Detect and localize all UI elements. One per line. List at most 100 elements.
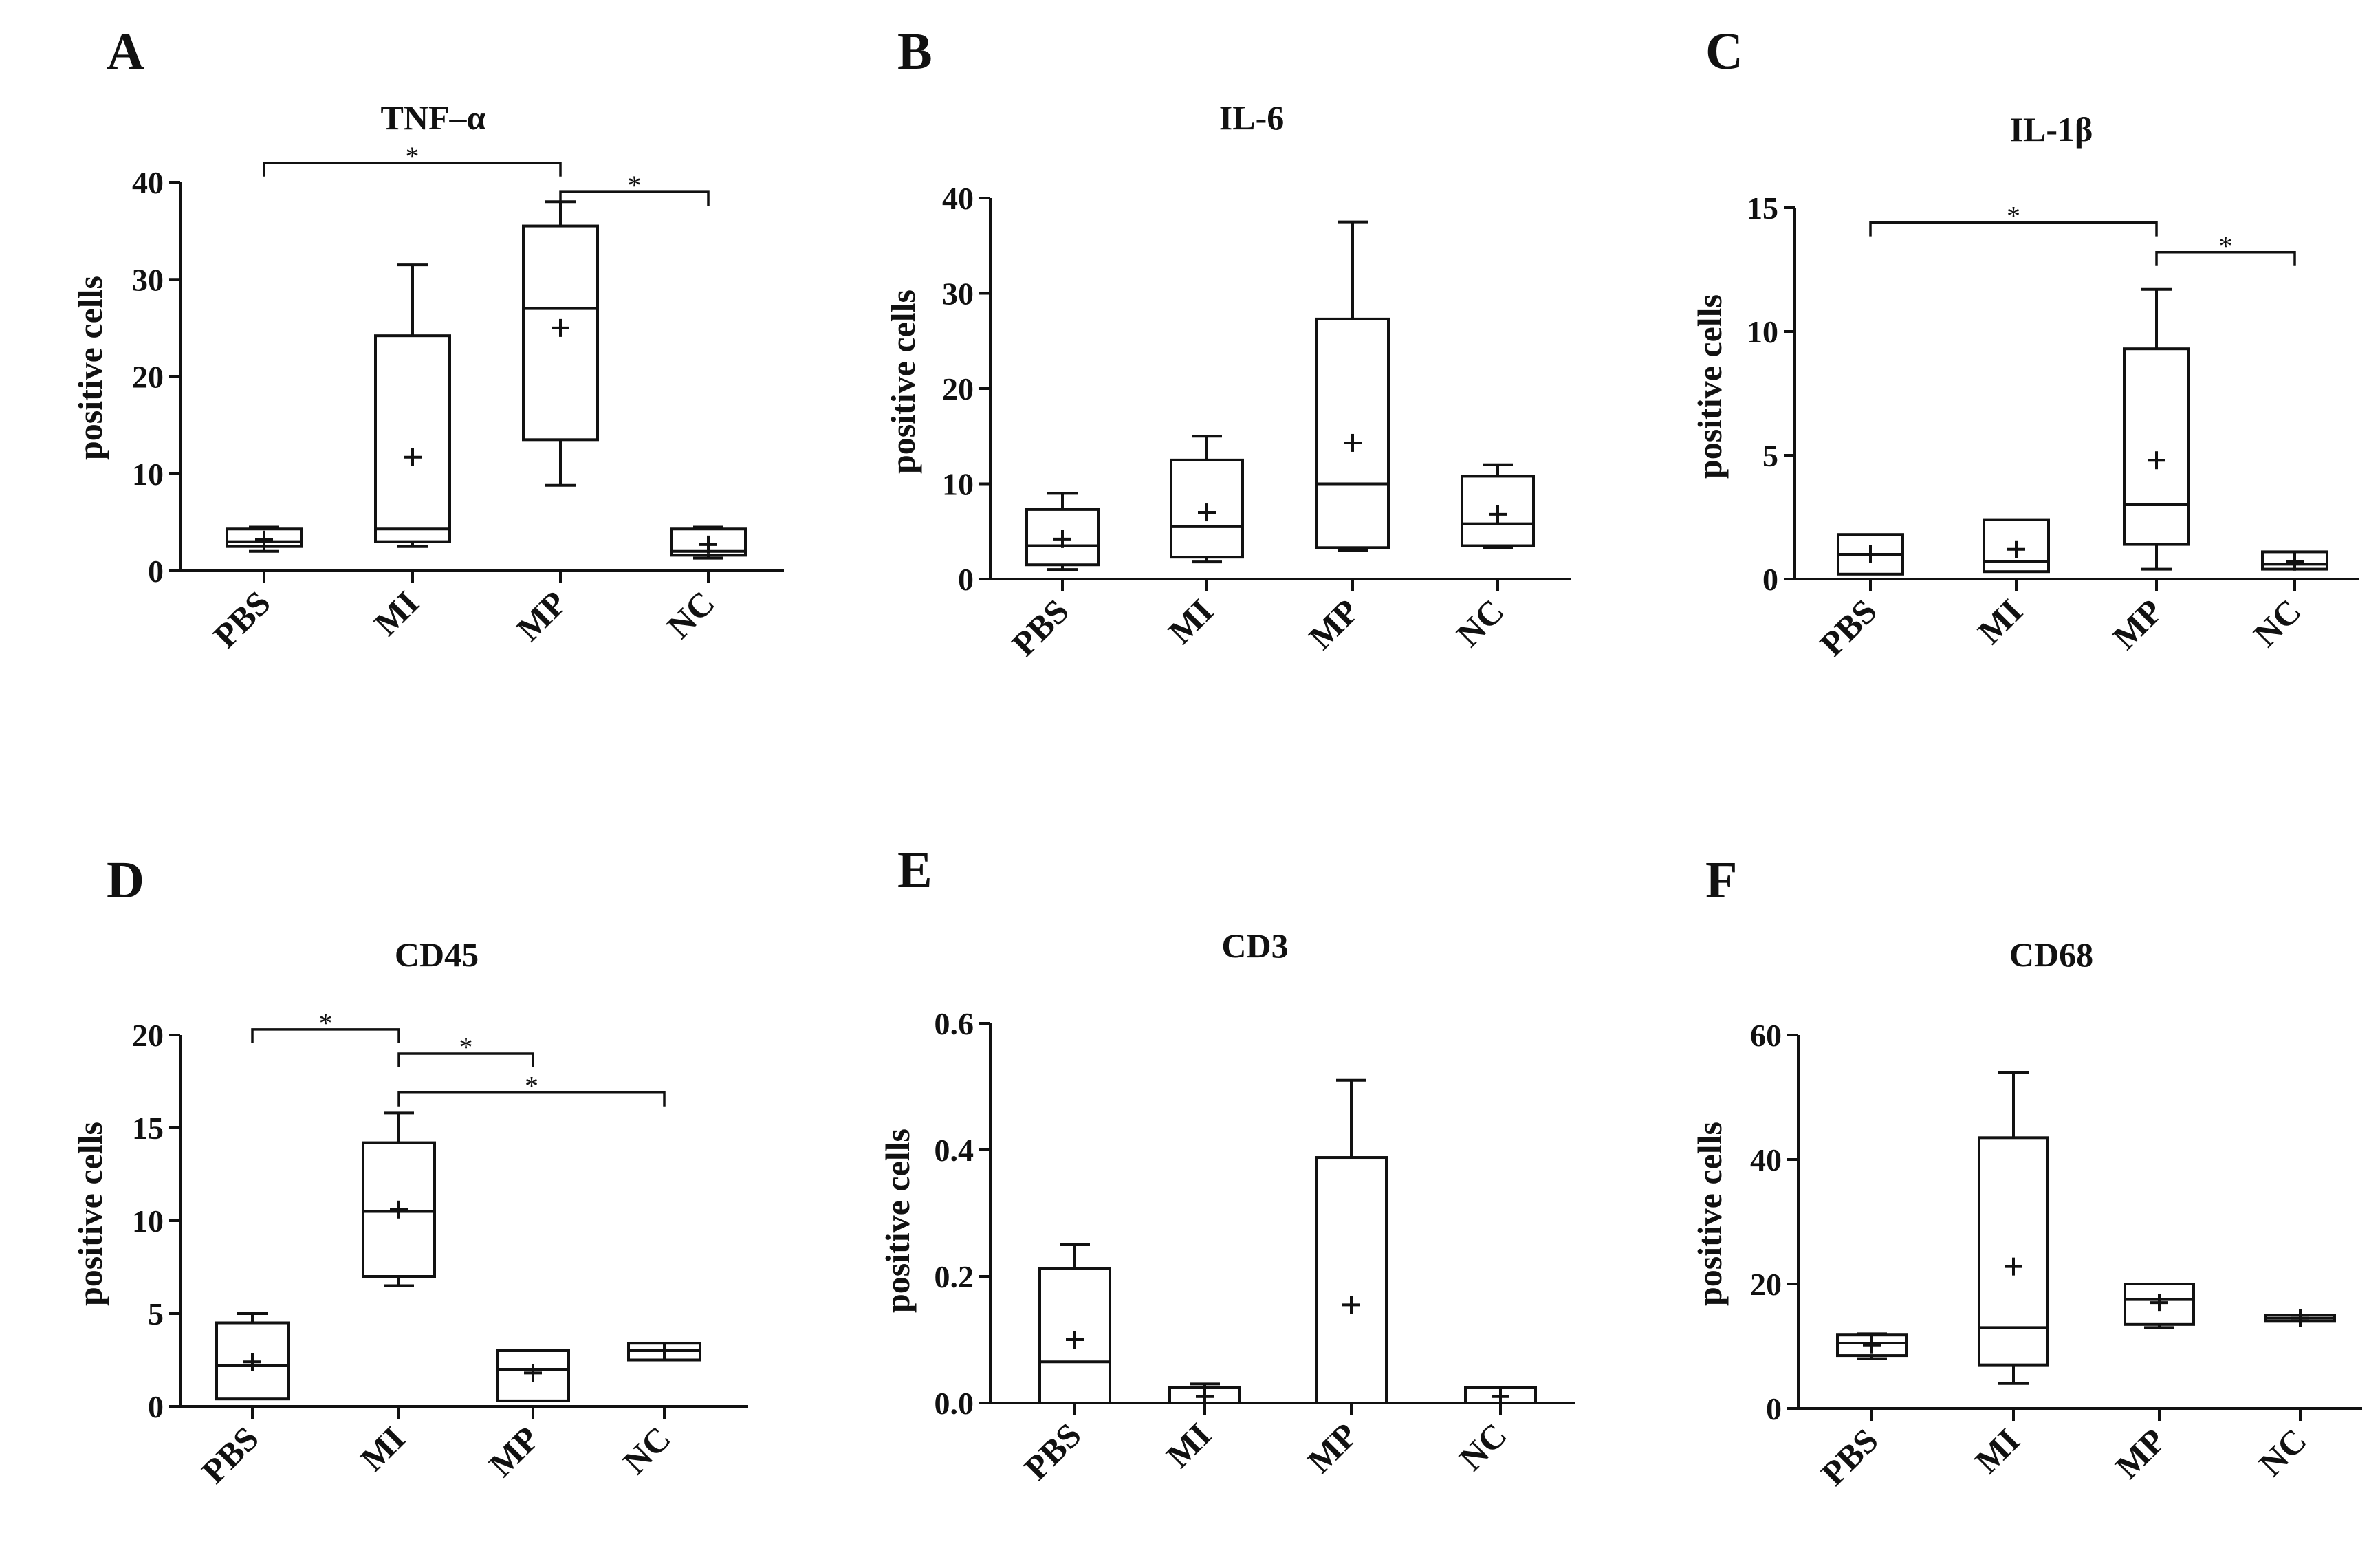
y-tick-label: 10 [1747, 314, 1778, 349]
box-plot-mi [1170, 435, 1244, 564]
bracket-line [397, 1052, 534, 1067]
panel-letter: E [897, 841, 932, 899]
y-tick-label: 40 [942, 181, 974, 216]
box-iqr [1025, 508, 1100, 567]
significance-star: * [628, 170, 642, 201]
y-tick-label: 30 [132, 262, 164, 297]
x-tick-label: MI [1967, 1421, 2027, 1481]
chart-panel-d: D CD45 positive cells 0 5 10 15 20 PBS MI MP NC * * * [71, 851, 748, 1491]
y-tick-label: 30 [942, 276, 974, 312]
box-plot-pbs [215, 1312, 290, 1401]
significance-bracket: * [263, 141, 562, 177]
box-plot-pbs [1025, 492, 1100, 571]
x-tick-label: PBS [1016, 1415, 1088, 1487]
y-tick-label: 20 [1750, 1267, 1782, 1302]
box-iqr [374, 334, 451, 543]
x-tick-label: PBS [206, 583, 277, 655]
chart-panel-b: B IL-6 positive cells 0 10 20 30 40 PBS MI MP NC [884, 23, 1571, 664]
box-plot-mp [2123, 287, 2190, 571]
y-tick-label: 0.2 [935, 1259, 974, 1294]
bracket-line [2155, 251, 2296, 266]
y-tick-label: 0 [148, 554, 164, 589]
x-tick-label: PBS [1813, 1421, 1885, 1492]
panel-letter: A [107, 23, 144, 80]
box-plot-mi [1168, 1382, 1241, 1406]
chart-title: CD68 [2009, 935, 2093, 974]
y-tick-label: 40 [1750, 1142, 1782, 1177]
panel-letter: C [1705, 23, 1743, 80]
panel-letter: D [107, 851, 144, 909]
y-tick-label: 0.6 [935, 1006, 974, 1041]
y-tick-label: 5 [148, 1296, 164, 1331]
box-plot-nc [2261, 550, 2328, 571]
box-plot-pbs [1837, 533, 1904, 576]
y-axis-label: positive cells [1690, 294, 1729, 479]
x-tick-label: MI [367, 583, 426, 643]
box-iqr [1315, 317, 1390, 549]
box-iqr [1315, 1156, 1388, 1405]
x-tick-label: PBS [1812, 591, 1884, 663]
y-tick-label: 20 [132, 1018, 164, 1053]
significance-bracket: * [559, 170, 710, 206]
y-tick-label: 0.4 [935, 1133, 974, 1168]
y-tick-label: 15 [132, 1111, 164, 1146]
x-tick-label: NC [659, 583, 722, 646]
x-tick-label: MP [1300, 1415, 1365, 1481]
x-tick-label: MI [1970, 591, 2030, 651]
significance-star: * [525, 1071, 538, 1102]
chart-panel-c: C IL-1β positive cells 0 5 10 15 PBS MI MP NC * * [1690, 23, 2359, 664]
box-plot-mp [496, 1349, 570, 1402]
significance-star: * [459, 1032, 473, 1063]
chart-panel-a: A TNF–α positive cells 0 10 20 30 40 PBS MI MP NC * * [71, 23, 784, 655]
chart-title: TNF–α [381, 98, 486, 137]
box-plot-mi [1978, 1071, 2049, 1385]
x-tick-label: NC [2251, 1421, 2314, 1483]
significance-star: * [2219, 230, 2233, 261]
y-axis-label: positive cells [884, 290, 922, 474]
box-plot-nc [1464, 1386, 1537, 1406]
x-tick-label: PBS [1004, 591, 1076, 663]
box-plot-mi [1983, 518, 2050, 574]
x-tick-label: PBS [194, 1419, 265, 1490]
box-plot-mp [1315, 1078, 1388, 1405]
y-tick-label: 20 [942, 371, 974, 406]
chart-panel-f: F CD68 positive cells 0 20 40 60 PBS MI MP NC [1690, 851, 2362, 1493]
x-tick-label: MI [1161, 591, 1221, 651]
y-tick-label: 0.0 [935, 1386, 974, 1421]
x-tick-label: MP [2108, 1421, 2173, 1486]
box-plot-pbs [1836, 1332, 1908, 1360]
y-tick-label: 5 [1762, 438, 1778, 473]
significance-bracket: * [251, 1008, 400, 1043]
y-tick-label: 0 [148, 1389, 164, 1424]
chart-title: IL-1β [2010, 110, 2093, 149]
y-tick-label: 10 [132, 457, 164, 492]
box-plot-mp [522, 200, 599, 487]
box-plot-mp [1315, 220, 1390, 552]
x-tick-label: MP [1301, 591, 1366, 657]
box-plot-pbs [1038, 1243, 1111, 1405]
panel-letter: F [1705, 851, 1737, 909]
bracket-line [1869, 221, 2158, 237]
x-tick-label: NC [615, 1419, 678, 1481]
panel-letter: B [897, 23, 932, 80]
significance-bracket: * [1869, 201, 2158, 237]
chart-title: CD3 [1221, 926, 1288, 965]
y-tick-label: 15 [1747, 190, 1778, 226]
y-tick-label: 0 [958, 562, 974, 597]
y-axis-label: positive cells [71, 1122, 109, 1306]
x-tick-label: MI [1159, 1415, 1219, 1475]
box-plot-nc [1461, 463, 1535, 549]
box-plot-mi [374, 263, 451, 548]
box-iqr [2123, 347, 2190, 546]
significance-bracket: * [2155, 230, 2296, 266]
significance-star: * [406, 141, 419, 172]
y-tick-label: 0 [1766, 1391, 1782, 1426]
box-iqr [1978, 1136, 2049, 1367]
x-tick-label: MP [509, 583, 574, 649]
box-plot-nc [627, 1342, 701, 1362]
bracket-line [559, 190, 710, 206]
bracket-line [263, 162, 562, 177]
significance-star: * [2007, 201, 2020, 232]
x-tick-label: NC [2246, 591, 2308, 654]
